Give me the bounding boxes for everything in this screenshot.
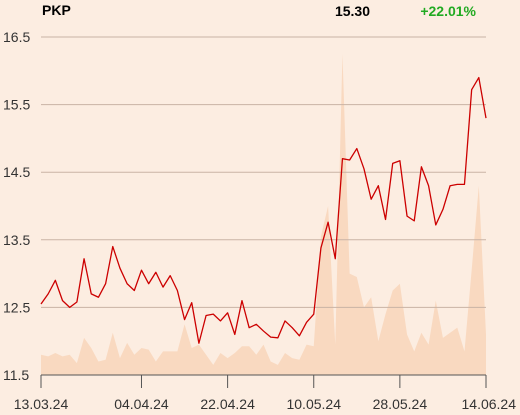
x-tick-label: 10.05.24 <box>286 396 341 412</box>
y-tick-label: 14.5 <box>3 164 30 180</box>
y-tick-label: 15.5 <box>3 97 30 113</box>
price-line-layer <box>40 76 487 344</box>
x-tick-label: 04.04.24 <box>114 396 169 412</box>
y-tick-label: 11.5 <box>3 367 29 383</box>
y-axis-labels: 11.5 12.5 13.5 14.5 15.5 16.5 <box>3 29 30 383</box>
price-line <box>40 76 487 344</box>
x-tick-label: 28.05.24 <box>373 396 428 412</box>
x-axis-labels: 13.03.24 04.04.24 22.04.24 10.05.24 28.05.24… <box>14 396 516 412</box>
x-tick-label: 14.06.24 <box>462 396 517 412</box>
volume-area <box>41 53 486 376</box>
y-tick-label: 16.5 <box>3 29 30 45</box>
y-tick-label: 13.5 <box>3 232 30 248</box>
y-tick-label: 12.5 <box>3 299 30 315</box>
x-axis <box>40 374 487 388</box>
x-tick-label: 22.04.24 <box>200 396 255 412</box>
ticker-symbol: PKP <box>42 2 71 18</box>
x-tick-label: 13.03.24 <box>14 396 69 412</box>
current-price: 15.30 <box>335 3 370 19</box>
price-change-percent: +22.01% <box>420 3 476 19</box>
volume-area-layer <box>41 53 486 376</box>
